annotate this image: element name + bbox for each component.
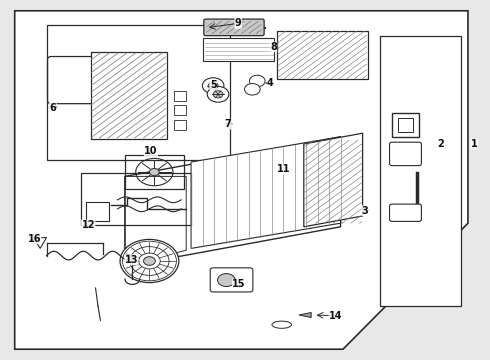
Bar xyxy=(174,105,186,115)
Bar xyxy=(174,91,186,101)
Polygon shape xyxy=(15,11,468,349)
Text: 12: 12 xyxy=(81,220,95,230)
Text: 15: 15 xyxy=(232,279,246,289)
Text: 6: 6 xyxy=(49,103,56,113)
Circle shape xyxy=(202,78,224,94)
Circle shape xyxy=(245,84,260,95)
Text: 11: 11 xyxy=(276,164,290,174)
Bar xyxy=(277,31,368,79)
Text: 10: 10 xyxy=(144,146,158,156)
Text: 2: 2 xyxy=(438,139,444,149)
Bar xyxy=(91,52,167,139)
Circle shape xyxy=(249,75,265,87)
Text: 9: 9 xyxy=(235,18,242,28)
FancyBboxPatch shape xyxy=(204,19,264,36)
Polygon shape xyxy=(191,137,341,248)
Polygon shape xyxy=(15,11,468,349)
Circle shape xyxy=(207,86,229,102)
Ellipse shape xyxy=(272,321,292,328)
Circle shape xyxy=(218,274,235,287)
Text: 5: 5 xyxy=(210,80,217,90)
Circle shape xyxy=(213,91,223,98)
Text: 14: 14 xyxy=(329,311,343,321)
Bar xyxy=(47,25,230,160)
FancyBboxPatch shape xyxy=(210,268,253,292)
Text: 13: 13 xyxy=(124,255,138,265)
Bar xyxy=(125,155,184,189)
Text: 8: 8 xyxy=(270,42,277,52)
Text: 16: 16 xyxy=(27,234,41,244)
Text: 7: 7 xyxy=(224,119,231,129)
Bar xyxy=(398,118,413,132)
Polygon shape xyxy=(304,133,363,227)
Bar xyxy=(86,202,109,221)
Text: 1: 1 xyxy=(471,139,478,149)
Bar xyxy=(392,113,419,137)
Bar xyxy=(174,120,186,130)
Circle shape xyxy=(149,168,159,176)
Polygon shape xyxy=(125,137,341,266)
Circle shape xyxy=(144,257,155,265)
Bar xyxy=(203,38,274,61)
FancyBboxPatch shape xyxy=(390,204,421,221)
Circle shape xyxy=(120,239,179,283)
Circle shape xyxy=(208,82,218,89)
Polygon shape xyxy=(299,312,311,318)
Bar xyxy=(81,173,191,225)
Text: 4: 4 xyxy=(267,78,274,88)
Bar xyxy=(380,36,461,306)
Text: 3: 3 xyxy=(362,206,368,216)
FancyBboxPatch shape xyxy=(390,142,421,166)
